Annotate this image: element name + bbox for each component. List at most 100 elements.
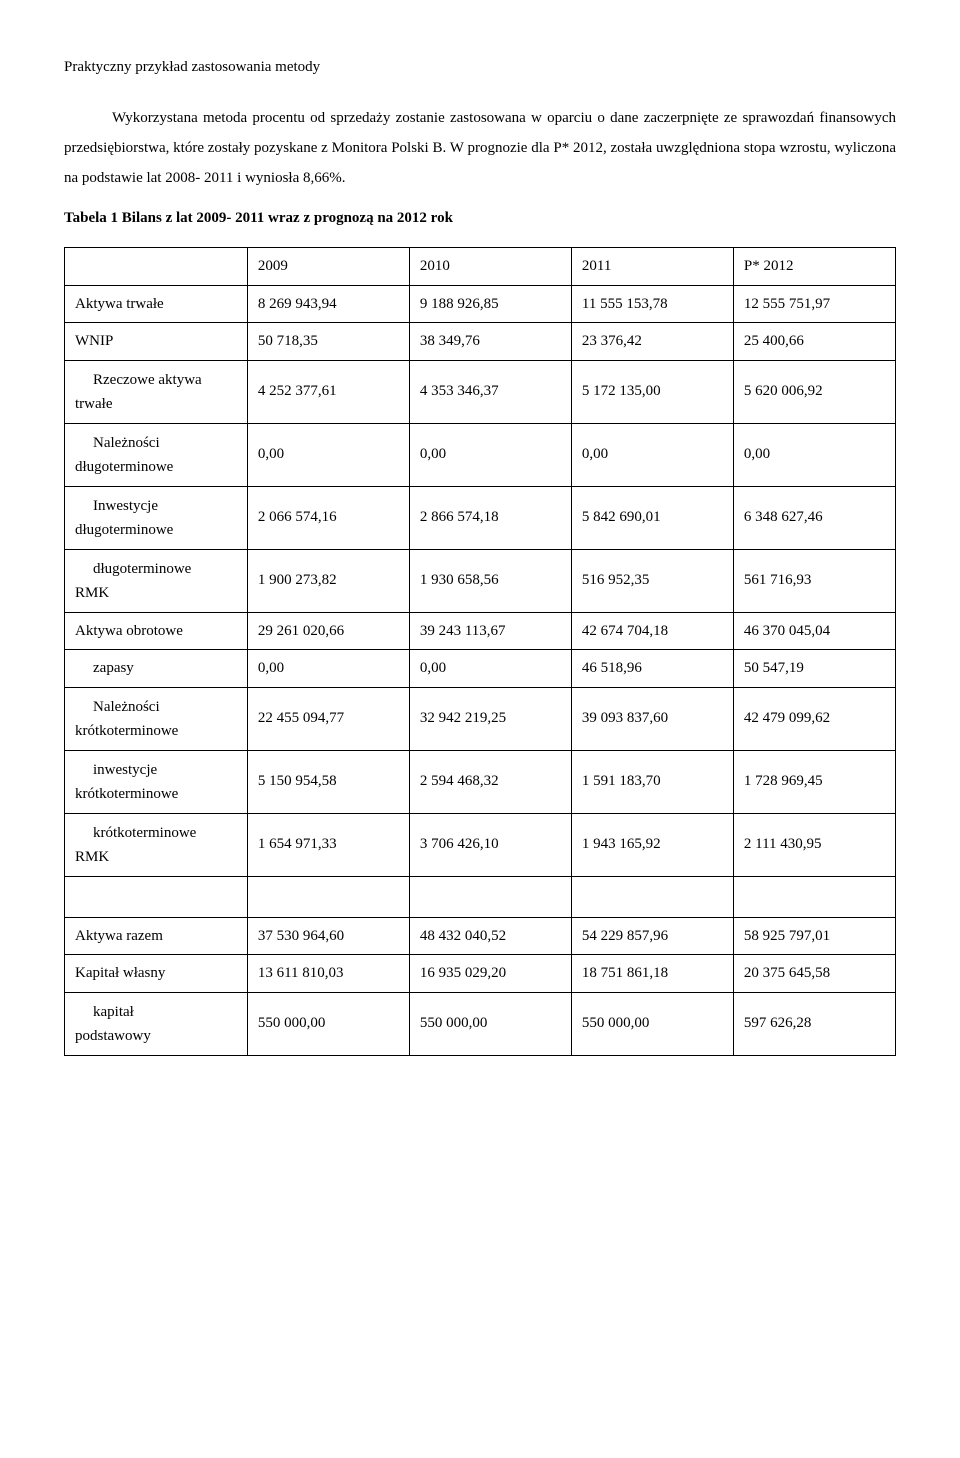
spacer-cell — [65, 876, 248, 917]
value-cell: 0,00 — [247, 650, 409, 688]
column-header: 2011 — [571, 248, 733, 286]
value-cell: 4 353 346,37 — [409, 360, 571, 423]
value-cell: 5 842 690,01 — [571, 486, 733, 549]
row-label: Należnościdługoterminowe — [65, 423, 248, 486]
row-label-line2: RMK — [75, 581, 237, 605]
row-label-line1: Należności — [75, 695, 237, 719]
value-cell: 22 455 094,77 — [247, 687, 409, 750]
table-row: Należnościkrótkoterminowe22 455 094,7732… — [65, 687, 896, 750]
value-cell: 516 952,35 — [571, 549, 733, 612]
value-cell: 39 243 113,67 — [409, 612, 571, 650]
value-cell: 5 620 006,92 — [733, 360, 895, 423]
value-cell: 0,00 — [247, 423, 409, 486]
table-row: Aktywa trwałe8 269 943,949 188 926,8511 … — [65, 285, 896, 323]
value-cell: 5 172 135,00 — [571, 360, 733, 423]
row-label-line1: długoterminowe — [75, 557, 237, 581]
value-cell: 50 718,35 — [247, 323, 409, 361]
value-cell: 54 229 857,96 — [571, 917, 733, 955]
table-row — [65, 876, 896, 917]
row-label-line1: Rzeczowe aktywa — [75, 368, 237, 392]
table-title: Tabela 1 Bilans z lat 2009- 2011 wraz z … — [64, 207, 896, 230]
row-label: inwestycjekrótkoterminowe — [65, 750, 248, 813]
value-cell: 50 547,19 — [733, 650, 895, 688]
row-label: Należnościkrótkoterminowe — [65, 687, 248, 750]
row-label-line1: krótkoterminowe — [75, 821, 237, 845]
spacer-cell — [571, 876, 733, 917]
spacer-cell — [409, 876, 571, 917]
value-cell: 550 000,00 — [571, 992, 733, 1055]
value-cell: 0,00 — [409, 650, 571, 688]
value-cell: 38 349,76 — [409, 323, 571, 361]
value-cell: 29 261 020,66 — [247, 612, 409, 650]
row-label-line2: długoterminowe — [75, 455, 237, 479]
value-cell: 550 000,00 — [409, 992, 571, 1055]
value-cell: 1 930 658,56 — [409, 549, 571, 612]
table-row: Należnościdługoterminowe0,000,000,000,00 — [65, 423, 896, 486]
value-cell: 39 093 837,60 — [571, 687, 733, 750]
value-cell: 9 188 926,85 — [409, 285, 571, 323]
row-label-line2: krótkoterminowe — [75, 782, 237, 806]
row-label-line2: podstawowy — [75, 1024, 237, 1048]
spacer-cell — [733, 876, 895, 917]
table-row: Inwestycjedługoterminowe2 066 574,162 86… — [65, 486, 896, 549]
row-label: krótkoterminoweRMK — [65, 813, 248, 876]
value-cell: 46 518,96 — [571, 650, 733, 688]
table-row: inwestycjekrótkoterminowe5 150 954,582 5… — [65, 750, 896, 813]
value-cell: 1 591 183,70 — [571, 750, 733, 813]
header-empty-cell — [65, 248, 248, 286]
value-cell: 16 935 029,20 — [409, 955, 571, 993]
row-label: Aktywa obrotowe — [65, 612, 248, 650]
row-label: Kapitał własny — [65, 955, 248, 993]
table-header-row: 200920102011P* 2012 — [65, 248, 896, 286]
row-label-line2: RMK — [75, 845, 237, 869]
section-heading: Praktyczny przykład zastosowania metody — [64, 56, 896, 79]
value-cell: 13 611 810,03 — [247, 955, 409, 993]
value-cell: 23 376,42 — [571, 323, 733, 361]
table-row: Kapitał własny13 611 810,0316 935 029,20… — [65, 955, 896, 993]
row-label-line1: Inwestycje — [75, 494, 237, 518]
column-header: 2010 — [409, 248, 571, 286]
value-cell: 1 728 969,45 — [733, 750, 895, 813]
value-cell: 1 943 165,92 — [571, 813, 733, 876]
column-header: P* 2012 — [733, 248, 895, 286]
value-cell: 2 066 574,16 — [247, 486, 409, 549]
value-cell: 42 674 704,18 — [571, 612, 733, 650]
row-label: Aktywa trwałe — [65, 285, 248, 323]
row-label: długoterminoweRMK — [65, 549, 248, 612]
value-cell: 46 370 045,04 — [733, 612, 895, 650]
value-cell: 3 706 426,10 — [409, 813, 571, 876]
value-cell: 0,00 — [571, 423, 733, 486]
table-row: Aktywa razem37 530 964,6048 432 040,5254… — [65, 917, 896, 955]
value-cell: 48 432 040,52 — [409, 917, 571, 955]
row-label: WNIP — [65, 323, 248, 361]
column-header: 2009 — [247, 248, 409, 286]
value-cell: 8 269 943,94 — [247, 285, 409, 323]
value-cell: 25 400,66 — [733, 323, 895, 361]
row-label-line2: trwałe — [75, 392, 237, 416]
row-label-line1: inwestycje — [75, 758, 237, 782]
value-cell: 37 530 964,60 — [247, 917, 409, 955]
table-row: Aktywa obrotowe29 261 020,6639 243 113,6… — [65, 612, 896, 650]
value-cell: 2 111 430,95 — [733, 813, 895, 876]
value-cell: 58 925 797,01 — [733, 917, 895, 955]
value-cell: 597 626,28 — [733, 992, 895, 1055]
row-label: Aktywa razem — [65, 917, 248, 955]
table-row: kapitałpodstawowy550 000,00550 000,00550… — [65, 992, 896, 1055]
value-cell: 18 751 861,18 — [571, 955, 733, 993]
value-cell: 5 150 954,58 — [247, 750, 409, 813]
balance-table: 200920102011P* 2012Aktywa trwałe8 269 94… — [64, 247, 896, 1056]
value-cell: 2 866 574,18 — [409, 486, 571, 549]
value-cell: 4 252 377,61 — [247, 360, 409, 423]
value-cell: 2 594 468,32 — [409, 750, 571, 813]
value-cell: 11 555 153,78 — [571, 285, 733, 323]
row-label-line2: krótkoterminowe — [75, 719, 237, 743]
body-paragraph: Wykorzystana metoda procentu od sprzedaż… — [64, 103, 896, 193]
value-cell: 6 348 627,46 — [733, 486, 895, 549]
table-row: krótkoterminoweRMK1 654 971,333 706 426,… — [65, 813, 896, 876]
row-label-line1: kapitał — [75, 1000, 237, 1024]
row-label-line1: Należności — [75, 431, 237, 455]
value-cell: 0,00 — [409, 423, 571, 486]
table-row: długoterminoweRMK1 900 273,821 930 658,5… — [65, 549, 896, 612]
value-cell: 32 942 219,25 — [409, 687, 571, 750]
value-cell: 550 000,00 — [247, 992, 409, 1055]
